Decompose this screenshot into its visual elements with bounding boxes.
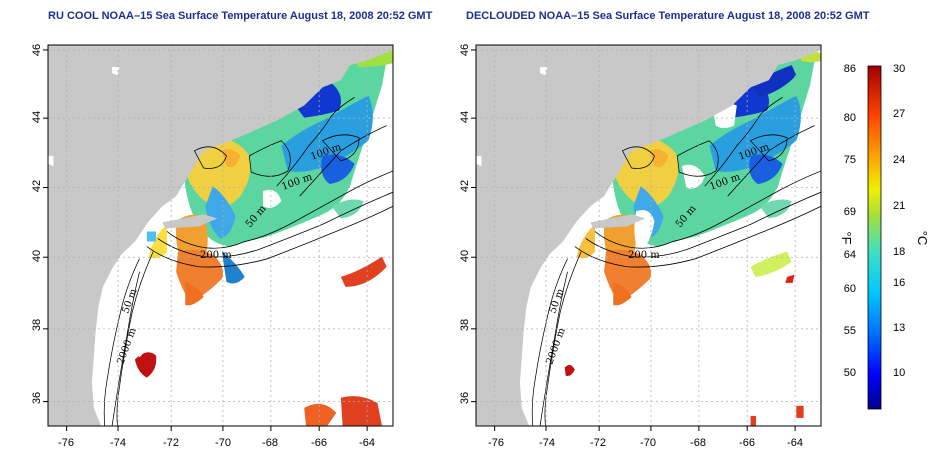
lat-tick-label: 36 [31, 392, 43, 404]
lon-tick-label: -64 [787, 437, 803, 449]
lon-tick-label: -74 [110, 437, 126, 449]
lon-tick-label: -72 [590, 437, 606, 449]
lon-tick-label: -68 [690, 437, 706, 449]
celsius-ticks: 30 27 24 21 18 16 13 10 [893, 63, 905, 379]
fahrenheit-tick-label: 69 [844, 206, 856, 218]
colorbar: 86 80 75 69 64 60 55 50 30 27 24 21 18 1… [839, 63, 930, 410]
fahrenheit-tick-label: 55 [844, 325, 856, 337]
left-map-frame [47, 44, 394, 427]
lon-tick-label: -74 [539, 437, 555, 449]
lat-tick-label: 44 [459, 111, 471, 123]
celsius-tick-label: 16 [893, 277, 905, 289]
fahrenheit-tick-label: 75 [844, 154, 856, 166]
lat-tick-label: 46 [31, 44, 43, 56]
lon-tick-label: -76 [58, 437, 74, 449]
lat-tick-label: 40 [459, 250, 471, 262]
fahrenheit-tick-label: 64 [844, 249, 856, 261]
contour-label-200m: 200 m [628, 250, 660, 261]
celsius-tick-label: 21 [893, 200, 905, 212]
lon-tick-label: -70 [640, 437, 656, 449]
lat-tick-label: 44 [31, 111, 43, 123]
fahrenheit-tick-label: 60 [844, 283, 856, 295]
lat-tick-label: 46 [459, 44, 471, 56]
right-map-title: DECLOUDED NOAA–15 Sea Surface Temperatur… [466, 10, 870, 22]
right-map-frame [475, 44, 822, 427]
lat-tick-label: 42 [31, 180, 43, 192]
fahrenheit-ticks: 86 80 75 69 64 60 55 50 [844, 63, 856, 379]
celsius-tick-label: 13 [893, 322, 905, 334]
celsius-unit-label: °C [915, 231, 930, 246]
contour-label-200m: 200 m [200, 250, 232, 261]
celsius-tick-label: 18 [893, 246, 905, 258]
lon-tick-label: -64 [359, 437, 375, 449]
lon-tick-label: -66 [739, 437, 755, 449]
lon-tick-label: -72 [163, 437, 179, 449]
fahrenheit-unit-label: °F [839, 231, 854, 244]
right-map[interactable] [471, 44, 822, 431]
lat-tick-label: 42 [459, 180, 471, 192]
celsius-tick-label: 30 [893, 63, 905, 75]
lon-tick-label: -68 [262, 437, 278, 449]
fahrenheit-tick-label: 80 [844, 112, 856, 124]
right-map-axes: -76 -74 -72 -70 -68 -66 -64 36 38 40 42 … [459, 44, 803, 449]
lat-tick-label: 40 [31, 250, 43, 262]
celsius-tick-label: 10 [893, 367, 905, 379]
fahrenheit-tick-label: 86 [844, 63, 856, 75]
celsius-tick-label: 24 [893, 154, 905, 166]
fahrenheit-tick-label: 50 [844, 367, 856, 379]
lon-tick-label: -70 [215, 437, 231, 449]
celsius-tick-label: 27 [893, 108, 905, 120]
lon-tick-label: -76 [488, 437, 504, 449]
lon-tick-label: -66 [311, 437, 327, 449]
left-map-axes: -76 -74 -72 -70 -68 -66 -64 36 38 40 42 … [31, 44, 375, 449]
lat-tick-label: 38 [459, 319, 471, 331]
lat-tick-label: 36 [459, 392, 471, 404]
left-map[interactable] [43, 44, 394, 431]
left-map-title: RU COOL NOAA–15 Sea Surface Temperature … [48, 10, 433, 22]
lat-tick-label: 38 [31, 319, 43, 331]
colorbar-gradient [867, 65, 882, 410]
